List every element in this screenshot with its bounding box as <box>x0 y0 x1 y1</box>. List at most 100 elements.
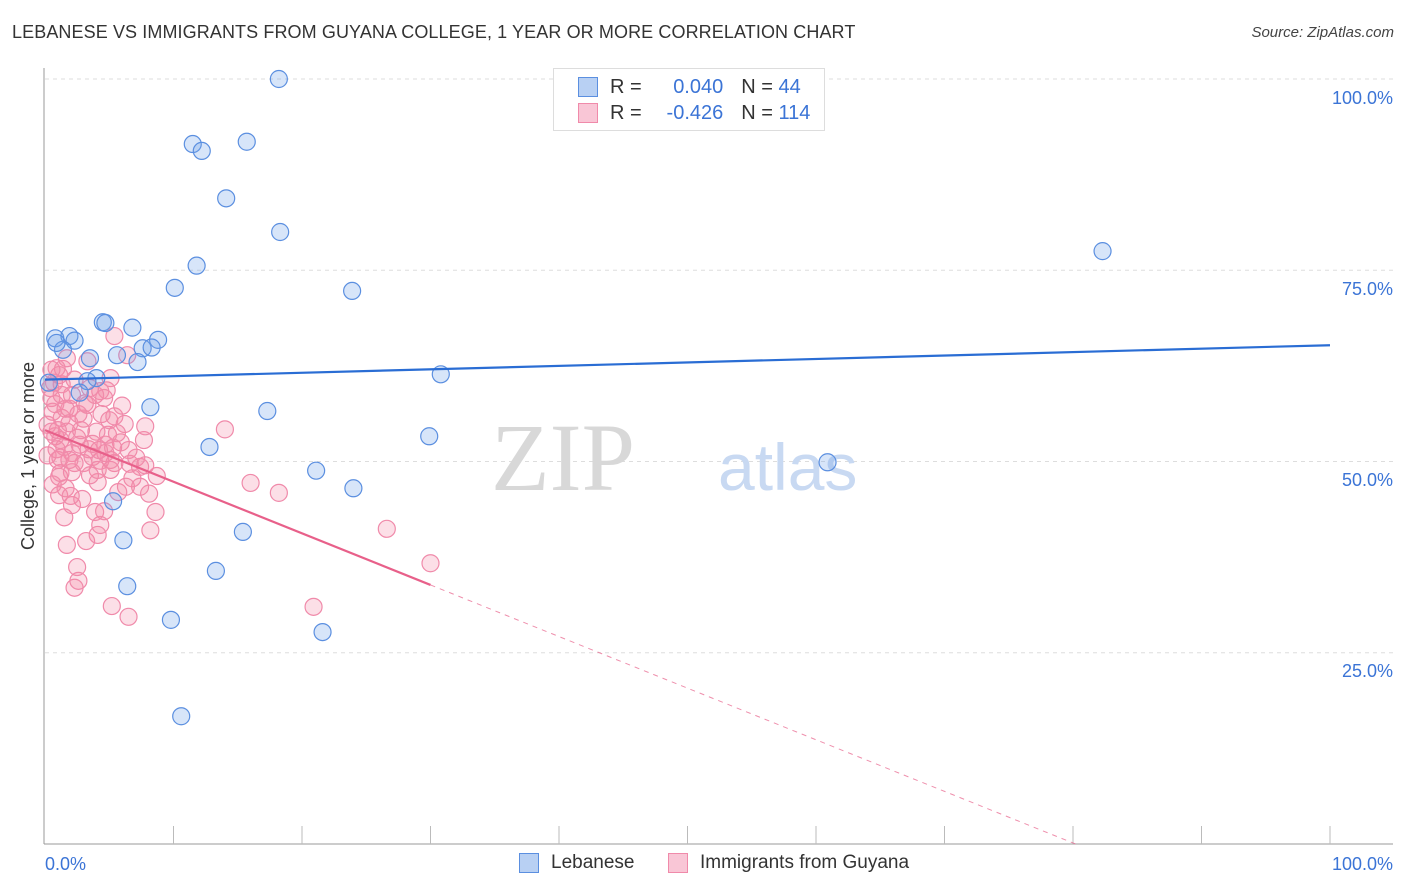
n-label: N = <box>741 101 773 124</box>
point-lebanese <box>53 340 73 359</box>
point-guyana <box>69 571 88 590</box>
legend-item-guyana: Immigrants from Guyana <box>668 852 909 874</box>
point-guyana <box>80 466 100 485</box>
point-lebanese <box>118 577 137 596</box>
r-value: -0.426 <box>666 101 724 124</box>
point-lebanese <box>114 531 133 550</box>
point-guyana <box>95 388 114 408</box>
point-guyana <box>377 519 396 538</box>
point-lebanese <box>80 349 100 368</box>
r-value: 0.040 <box>673 75 724 98</box>
point-lebanese <box>142 338 161 357</box>
legend-label: Immigrants from Guyana <box>700 852 910 873</box>
legend-row-guyana: R = -0.426 N = 114 <box>578 101 810 125</box>
n-label: N = <box>741 75 773 98</box>
point-guyana <box>136 417 155 436</box>
stats-legend: R = 0.040 N = 44 R = -0.426 N = 114 <box>553 68 825 131</box>
trend-line-lebanese <box>44 344 1331 381</box>
point-lebanese <box>343 281 362 301</box>
point-guyana <box>116 477 136 496</box>
point-lebanese <box>818 453 837 472</box>
gridlines <box>45 78 1393 654</box>
legend-label: Lebanese <box>551 852 635 873</box>
y-tick-label: 50.0% <box>1342 470 1393 490</box>
x-tick-label: 100.0% <box>1332 854 1393 874</box>
point-guyana <box>77 531 96 551</box>
point-lebanese <box>1093 242 1112 261</box>
pink-swatch <box>578 103 598 123</box>
point-guyana <box>73 489 92 509</box>
y-axis-title: College, 1 year or more <box>18 362 38 550</box>
n-value: 44 <box>778 75 801 98</box>
point-lebanese <box>123 318 142 337</box>
point-guyana <box>52 385 71 405</box>
point-guyana <box>78 352 97 371</box>
point-lebanese <box>420 427 439 446</box>
point-lebanese <box>96 313 115 333</box>
point-guyana <box>57 535 76 554</box>
point-guyana <box>107 424 127 443</box>
point-lebanese <box>141 398 160 417</box>
n-value: 114 <box>778 101 811 124</box>
chart-title: LEBANESE VS IMMIGRANTS FROM GUYANA COLLE… <box>12 22 856 42</box>
point-guyana <box>86 502 105 522</box>
trend-line-guyana <box>44 429 431 586</box>
watermark-atlas: atlas <box>718 430 857 504</box>
point-guyana <box>104 438 123 457</box>
point-guyana <box>105 326 124 346</box>
point-lebanese <box>269 69 288 89</box>
point-guyana <box>61 486 80 506</box>
point-guyana <box>141 521 160 540</box>
point-guyana <box>139 484 159 503</box>
point-guyana <box>134 430 154 450</box>
point-lebanese <box>271 222 290 242</box>
point-lebanese <box>172 707 191 726</box>
point-guyana <box>69 404 88 424</box>
x-tick-label: 0.0% <box>45 854 86 874</box>
point-guyana <box>47 440 66 459</box>
point-guyana <box>115 414 134 434</box>
point-lebanese <box>39 373 58 392</box>
point-lebanese <box>307 461 326 480</box>
trend-lines <box>44 344 1331 845</box>
point-guyana <box>215 420 234 439</box>
y-tick-label: 25.0% <box>1342 661 1393 681</box>
point-guyana <box>118 346 137 365</box>
point-lebanese <box>107 346 127 365</box>
x-ticks <box>173 826 1331 844</box>
point-lebanese <box>161 610 181 629</box>
point-guyana <box>241 473 260 493</box>
y-tick-label: 100.0% <box>1332 88 1393 108</box>
point-guyana <box>146 502 165 522</box>
point-lebanese <box>183 134 202 154</box>
point-lebanese <box>187 256 206 275</box>
point-guyana <box>119 607 138 626</box>
point-lebanese <box>233 522 252 541</box>
point-guyana <box>102 596 121 616</box>
point-guyana <box>269 483 288 502</box>
point-lebanese <box>192 141 211 161</box>
source-label: Source: ZipAtlas.com <box>1251 24 1394 41</box>
point-lebanese <box>200 437 219 457</box>
r-label: R = <box>610 75 642 98</box>
point-guyana <box>43 475 62 494</box>
point-lebanese <box>128 352 147 372</box>
point-lebanese <box>344 479 363 498</box>
point-guyana <box>119 440 138 460</box>
point-lebanese <box>165 278 184 297</box>
points <box>38 69 1112 726</box>
point-lebanese <box>258 401 277 421</box>
point-guyana <box>65 453 84 473</box>
point-guyana <box>62 496 82 515</box>
legend-row-lebanese: R = 0.040 N = 44 <box>578 75 801 99</box>
point-lebanese <box>70 383 89 402</box>
point-guyana <box>68 557 87 577</box>
point-lebanese <box>313 622 332 642</box>
r-label: R = <box>610 101 642 124</box>
watermark-zip: ZIP <box>491 404 635 511</box>
point-lebanese <box>47 333 66 353</box>
point-guyana <box>60 450 79 470</box>
point-guyana <box>304 597 323 616</box>
point-guyana <box>421 554 440 573</box>
